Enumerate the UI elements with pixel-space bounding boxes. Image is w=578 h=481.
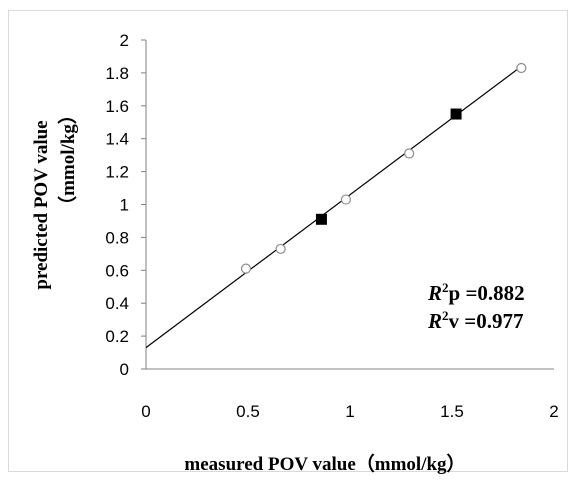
x-tick-labels: 0 0.5 1 1.5 2 [141, 402, 558, 421]
y-tick-label: 0.8 [105, 228, 129, 247]
axes [141, 39, 554, 370]
data-point-circle [340, 194, 352, 205]
y-axis-unit: （mmol/kg） [56, 105, 79, 215]
r2v-symbol: R [427, 309, 442, 333]
y-tick-label: 1.8 [105, 64, 129, 83]
data-point-square [450, 108, 462, 120]
y-tick-label: 0.4 [105, 294, 129, 313]
x-tick-label: 2 [549, 402, 558, 421]
x-tick-label: 1.5 [440, 402, 464, 421]
data-point-circle [516, 62, 527, 74]
r2v-superscript: 2 [442, 308, 449, 323]
y-tick-label: 1.6 [105, 97, 129, 116]
y-tick-label: 1.4 [105, 130, 129, 149]
regression-line [145, 65, 522, 349]
y-tick-labels: 0 0.2 0.4 0.6 0.8 1 1.2 1.4 1.6 1.8 2 [105, 31, 129, 379]
x-tick-label: 1 [345, 402, 354, 421]
y-axis-title: predicted POV value [31, 120, 52, 289]
y-tick-label: 2 [120, 31, 129, 50]
x-axis-title: measured POV value（mmol/kg） [184, 452, 465, 475]
data-point-circle [240, 263, 252, 274]
x-tick-label: 0.5 [236, 402, 260, 421]
x-tick-label: 0 [141, 402, 150, 421]
y-tick-label: 1.2 [105, 163, 129, 182]
r2p-value: p =0.882 [449, 281, 525, 305]
y-tick-label: 0 [120, 360, 129, 379]
fit-line-group [145, 65, 522, 349]
y-tick-label: 0.6 [105, 261, 129, 280]
data-points [240, 62, 527, 274]
r2v-value: v =0.977 [449, 309, 524, 333]
r2p-symbol: R [427, 281, 442, 305]
data-point-circle [404, 148, 415, 159]
data-point-circle [275, 243, 286, 255]
y-tick-label: 1 [120, 196, 129, 215]
y-tick-label: 0.2 [105, 327, 129, 346]
r2p-superscript: 2 [442, 280, 449, 295]
r2-validation-annotation: R2v =0.977 [427, 308, 523, 333]
r2-prediction-annotation: R2p =0.882 [427, 280, 525, 305]
data-point-square [315, 213, 327, 225]
